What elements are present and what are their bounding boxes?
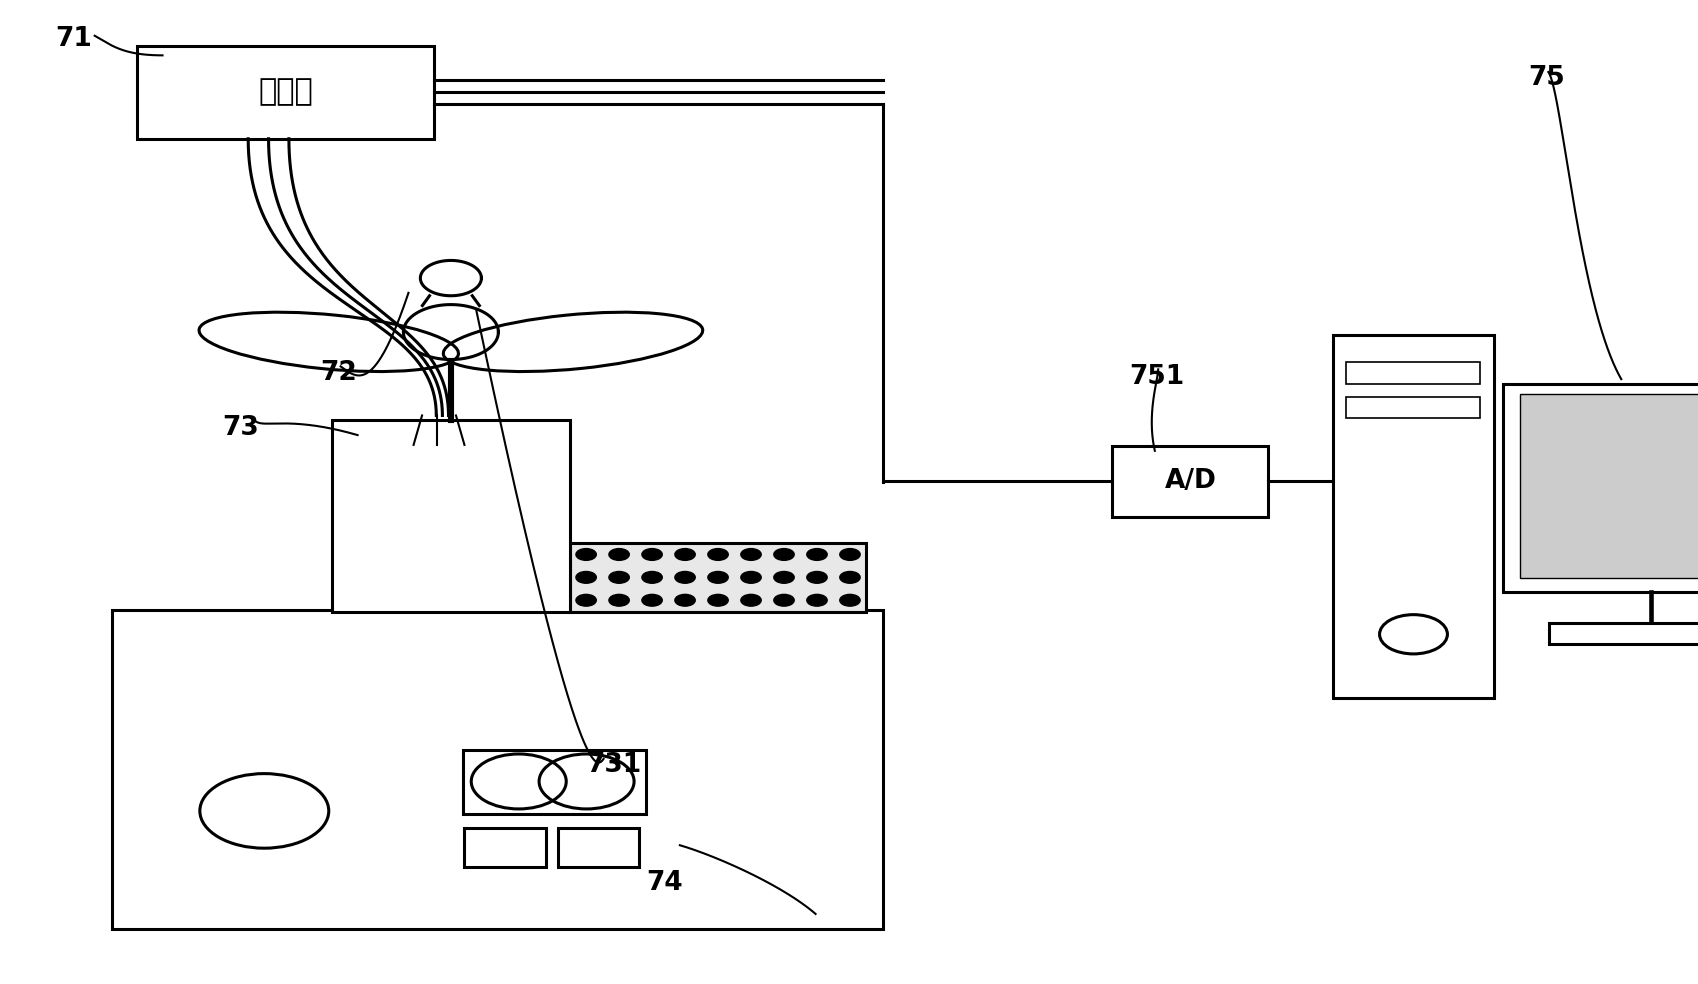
Circle shape [642,549,662,560]
Circle shape [674,549,694,560]
Text: 74: 74 [645,870,683,895]
Text: 72: 72 [321,359,357,386]
Circle shape [608,549,628,560]
Text: 71: 71 [56,26,92,52]
Circle shape [773,594,793,606]
Text: 继电器: 继电器 [258,78,312,106]
Text: 751: 751 [1129,364,1184,391]
Bar [557,828,638,867]
Circle shape [839,549,859,560]
Circle shape [740,572,761,584]
Bar [1347,397,1479,418]
Circle shape [708,549,728,560]
Bar [112,610,883,929]
Bar [1112,446,1268,517]
Circle shape [608,572,628,584]
Text: A/D: A/D [1163,468,1216,494]
Bar [1518,394,1698,579]
Circle shape [807,572,827,584]
Text: 73: 73 [222,415,260,442]
Bar [462,750,645,814]
Circle shape [642,572,662,584]
Circle shape [807,594,827,606]
Circle shape [608,594,628,606]
Circle shape [642,594,662,606]
Circle shape [807,549,827,560]
Circle shape [839,594,859,606]
Bar [1333,335,1493,698]
Text: 75: 75 [1527,65,1564,92]
Circle shape [674,572,694,584]
Bar [1347,362,1479,384]
Bar [464,828,545,867]
Circle shape [708,594,728,606]
Circle shape [674,594,694,606]
Circle shape [773,572,793,584]
Bar [138,45,433,139]
Circle shape [576,594,596,606]
Bar [1549,623,1698,645]
Text: 731: 731 [586,752,642,778]
Circle shape [740,549,761,560]
Bar [1501,384,1698,592]
Bar [569,543,866,612]
Bar [331,420,569,612]
Circle shape [708,572,728,584]
Circle shape [576,549,596,560]
Circle shape [773,549,793,560]
Circle shape [839,572,859,584]
Circle shape [740,594,761,606]
Circle shape [576,572,596,584]
